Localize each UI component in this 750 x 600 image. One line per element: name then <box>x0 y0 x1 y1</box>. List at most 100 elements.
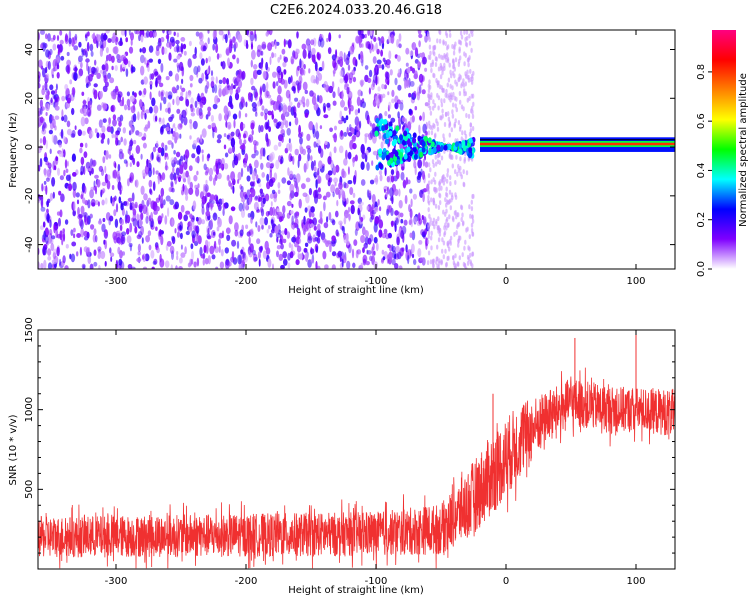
spectrogram-cell <box>237 171 242 181</box>
spectrogram-cell <box>463 245 466 251</box>
spectrogram-cell <box>39 145 43 151</box>
spectrogram-cell <box>207 37 210 45</box>
spectrogram-cell <box>65 168 69 173</box>
spectrogram-cell <box>432 258 435 264</box>
spectrogram-cell <box>430 230 433 236</box>
spectrogram-cell <box>138 231 143 238</box>
spectrogram-cell <box>101 64 106 71</box>
spectrogram-cell <box>435 56 438 62</box>
spectrogram-cell <box>87 31 90 37</box>
spectrogram-cell <box>245 101 248 108</box>
spectrogram-cell <box>348 213 351 222</box>
spectrogram-cell <box>391 89 395 97</box>
spectrogram-cell <box>89 158 94 167</box>
spectrogram-cell <box>246 30 249 36</box>
spectrogram-cell <box>140 111 144 120</box>
spectrogram-cell <box>364 33 367 39</box>
spectrogram-cell <box>368 69 373 78</box>
spectrogram-cell <box>362 229 367 234</box>
spectrogram-cell <box>449 175 452 181</box>
spectrogram-cell <box>295 259 300 266</box>
spectrogram-cell <box>331 241 336 247</box>
spectrogram-cell <box>241 70 246 80</box>
spectrogram-cell <box>470 228 474 233</box>
spectrogram-cell <box>461 252 464 258</box>
spectrogram-cell <box>375 117 380 124</box>
spectrogram-cell <box>276 213 280 219</box>
spectrogram-cell <box>286 231 291 239</box>
spectrogram-cell <box>447 77 451 83</box>
spectrogram-cell <box>432 49 435 55</box>
spectrogram-cell <box>429 110 433 116</box>
spectrogram-cell <box>314 61 318 72</box>
spectrogram-cell <box>329 127 333 133</box>
spectrogram-cell <box>373 236 378 244</box>
spectrogram-cell <box>131 153 134 163</box>
spectrogram-cell <box>270 100 276 106</box>
spectrogram-cell <box>352 76 357 83</box>
spectrogram-cell <box>327 156 332 165</box>
spectrogram-cell <box>175 95 180 106</box>
spectrogram-cell <box>394 263 399 269</box>
spectrogram-cell <box>113 169 118 179</box>
spectrogram-cell <box>276 81 279 87</box>
spectrogram-cell <box>151 151 154 160</box>
spectrogram-cell <box>54 115 60 120</box>
spectrogram-cell <box>247 92 252 101</box>
spectrogram-cell <box>168 70 173 77</box>
colorbar-tick-label: 0.8 <box>696 64 707 80</box>
spectrogram-cell <box>310 223 315 228</box>
spectrogram-cell <box>323 80 329 91</box>
spectrogram-cell <box>206 154 210 162</box>
spectrogram-cell <box>38 164 41 172</box>
spectrogram-cell <box>144 112 147 120</box>
spectrogram-cell <box>397 111 400 119</box>
spectrogram-cell <box>313 189 318 199</box>
spectrogram-cell <box>356 249 362 255</box>
spectrogram-cell <box>232 85 236 89</box>
spectrogram-cell <box>243 133 247 139</box>
spectrogram-cell <box>118 40 124 47</box>
spectrogram-cell <box>315 260 318 269</box>
spectrogram-cell <box>299 253 303 260</box>
spectrogram-cell <box>313 160 316 167</box>
spectrogram-cell <box>303 227 309 232</box>
spectrogram-cell <box>218 79 223 85</box>
spectrogram-cell <box>56 72 60 79</box>
spectrogram-cell <box>258 182 262 188</box>
spectrogram-cell <box>212 103 218 110</box>
spectrogram-cell <box>468 55 471 61</box>
spectrogram-cell <box>96 179 101 188</box>
spectrogram-cell <box>174 175 178 185</box>
spectrogram-cell <box>66 160 69 167</box>
spectrogram-cell <box>320 38 325 48</box>
spectrogram-cell <box>360 262 364 269</box>
spectrogram-cell <box>126 228 130 235</box>
spectrogram-cell <box>375 242 379 252</box>
spectrogram-cell <box>278 141 282 147</box>
spectrogram-cell <box>448 30 452 33</box>
spectrogram-cell <box>210 218 213 229</box>
spectrogram-cell <box>250 77 254 86</box>
spectrogram-cell <box>280 243 284 250</box>
spectrogram-cell <box>155 170 159 175</box>
spectrogram-cell <box>59 39 64 45</box>
spectrogram-cell <box>365 41 369 49</box>
spectrogram-cell <box>260 61 263 71</box>
spectrogram-cell <box>60 128 64 139</box>
spectrogram-cell <box>374 130 379 137</box>
spectrogram-cell <box>288 101 293 107</box>
spectrogram-cell <box>89 213 93 219</box>
spectrogram-cell <box>323 201 326 212</box>
spectrogram-cell <box>352 56 357 66</box>
spectrogram-cell <box>293 111 297 119</box>
spectrogram-cell <box>352 159 355 168</box>
spectrogram-cell <box>422 123 427 134</box>
spectrogram-cell <box>460 83 463 89</box>
spectrogram-cell <box>223 133 227 138</box>
spectrogram-cell <box>119 189 122 195</box>
spectrogram-cell <box>353 175 357 185</box>
spectrogram-cell <box>196 95 202 103</box>
spectrogram-y-tick-label: -40 <box>24 236 35 252</box>
spectrogram-cell <box>189 135 192 140</box>
